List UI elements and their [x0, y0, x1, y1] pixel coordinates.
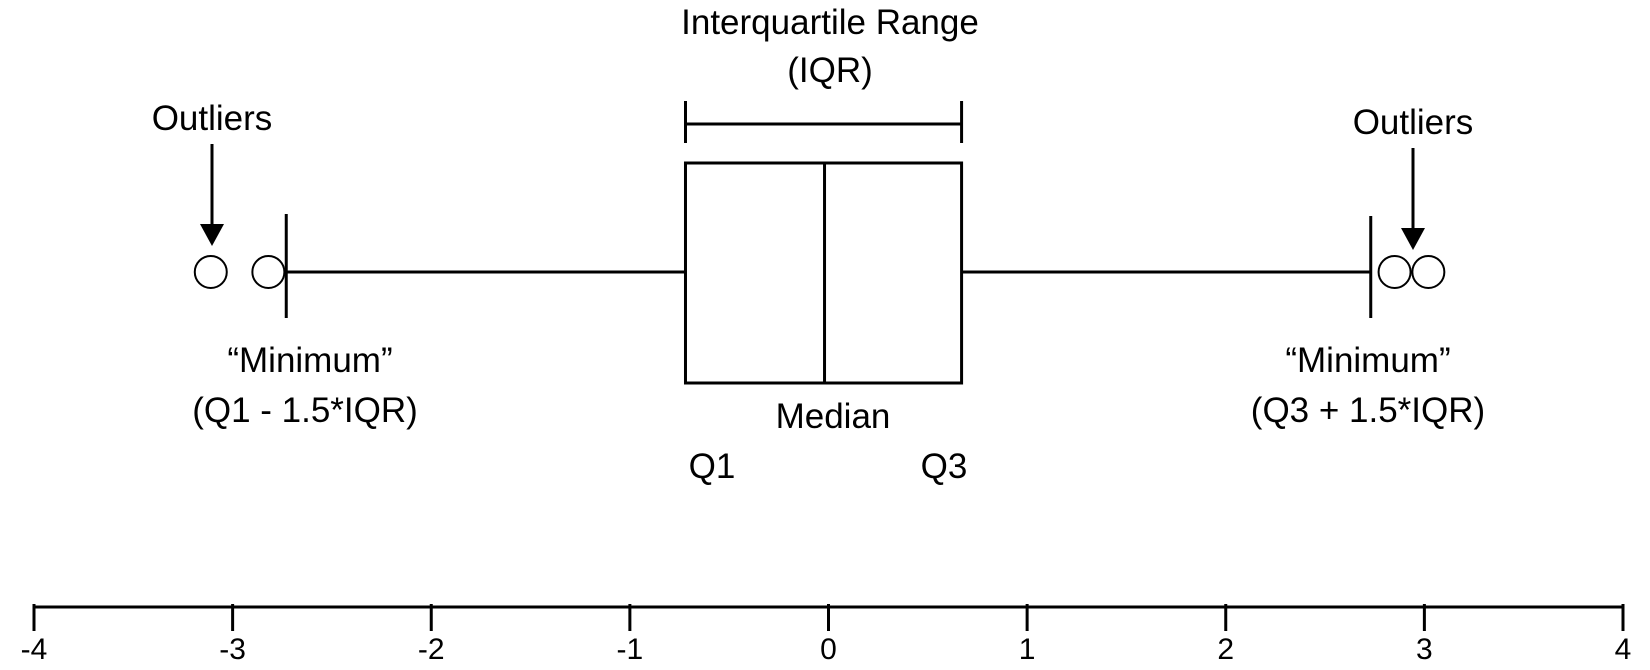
outlier-point — [251, 255, 286, 289]
outliers-right-label: Outliers — [1353, 103, 1474, 142]
axis-tick-label: -1 — [617, 633, 644, 666]
axis-tick-label: 2 — [1217, 633, 1234, 666]
axis-tick-label: 1 — [1019, 633, 1036, 666]
upper-fence-label: “Minimum” — [1285, 341, 1450, 380]
outliers-left-arrow-icon — [200, 144, 224, 246]
outlier-point — [193, 255, 228, 289]
axis-tick-label: -2 — [418, 633, 445, 666]
lower-fence-label: “Minimum” — [227, 341, 392, 380]
outlier-point — [1411, 255, 1446, 289]
iqr-bracket — [683, 101, 964, 143]
iqr-abbrev: (IQR) — [787, 51, 873, 90]
median-label: Median — [776, 397, 891, 436]
number-line-axis: -4 -3 -2 -1 0 1 2 3 4 — [21, 604, 1632, 666]
axis-tick-label: 3 — [1416, 633, 1433, 666]
axis-tick-label: 4 — [1615, 633, 1632, 666]
axis-tick-label: -3 — [219, 633, 246, 666]
outliers-right-arrow-icon — [1401, 148, 1425, 250]
upper-fence-formula: (Q3 + 1.5*IQR) — [1251, 391, 1485, 430]
iqr-title: Interquartile Range — [681, 3, 979, 42]
axis-tick-label: -4 — [21, 633, 48, 666]
axis-tick-label: 0 — [820, 633, 837, 666]
outliers-left-label: Outliers — [152, 99, 273, 138]
box-plot — [193, 161, 1446, 385]
outlier-point — [1377, 255, 1412, 289]
q1-label: Q1 — [689, 447, 736, 486]
q3-label: Q3 — [921, 447, 968, 486]
lower-fence-formula: (Q1 - 1.5*IQR) — [192, 391, 418, 430]
